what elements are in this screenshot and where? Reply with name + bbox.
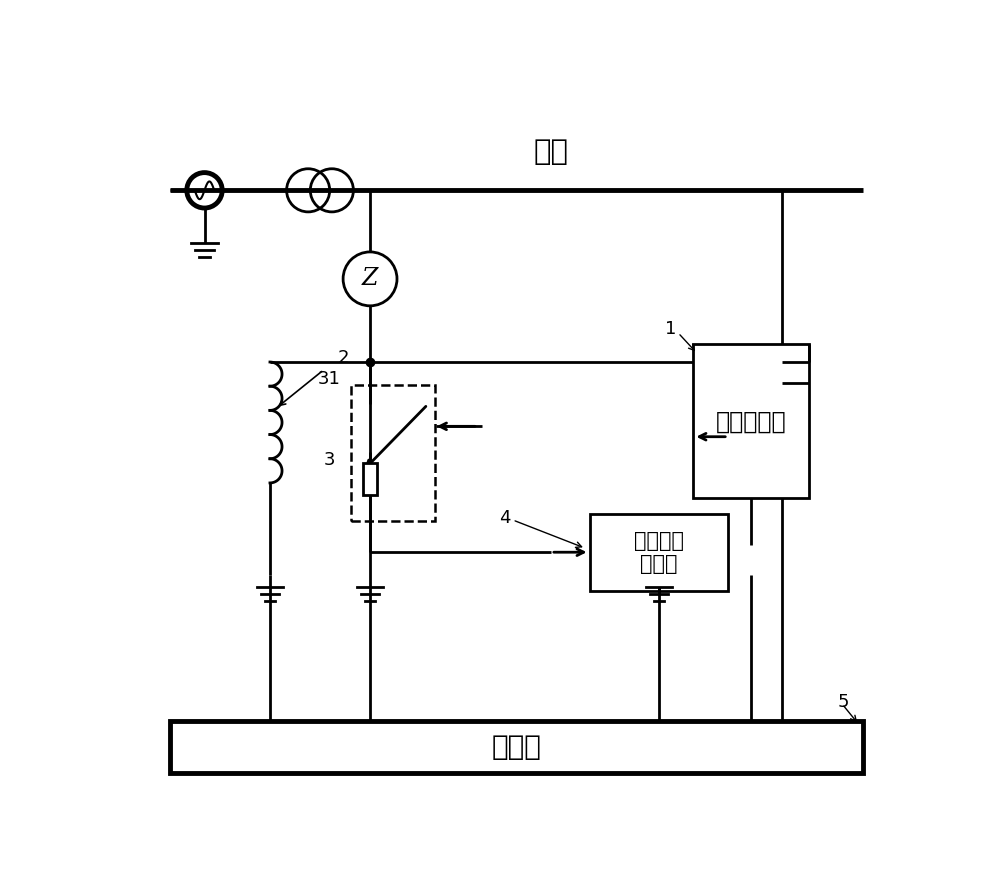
Text: 2: 2 xyxy=(337,349,349,367)
Text: Z: Z xyxy=(362,267,378,290)
Text: 31: 31 xyxy=(318,370,341,388)
Bar xyxy=(693,345,809,498)
Text: 全补偿装置: 全补偿装置 xyxy=(716,409,787,433)
Text: 5: 5 xyxy=(838,693,849,711)
Bar xyxy=(590,513,728,591)
Text: 3: 3 xyxy=(323,451,335,469)
Text: 控制器: 控制器 xyxy=(491,733,541,761)
Bar xyxy=(170,721,863,773)
Text: 4: 4 xyxy=(499,509,511,527)
Text: 可控限流
电抗器: 可控限流 电抗器 xyxy=(634,530,684,574)
Text: 母线: 母线 xyxy=(534,138,568,166)
Text: 1: 1 xyxy=(665,320,676,338)
Bar xyxy=(351,385,435,522)
Bar xyxy=(363,463,377,496)
